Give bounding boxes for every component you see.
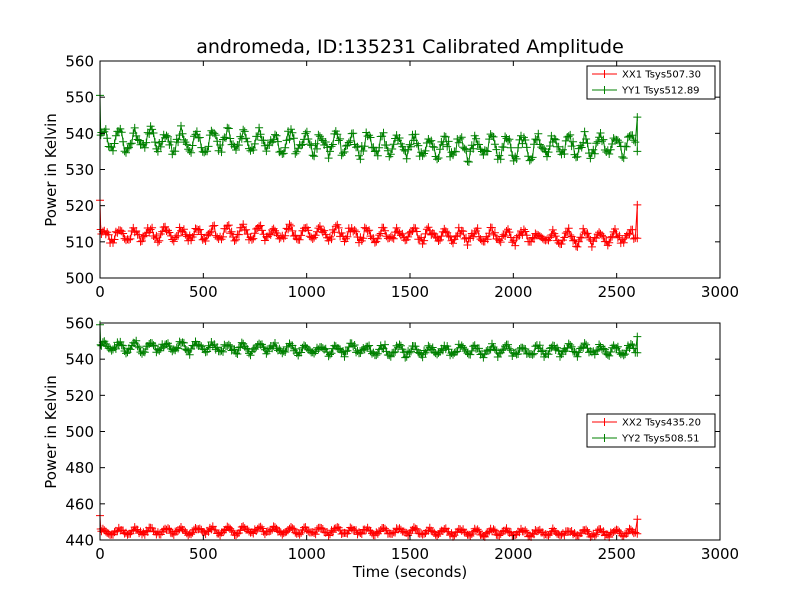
y-tick-label: 560: [65, 53, 94, 71]
x-tick-label: 0: [95, 283, 105, 301]
x-tick-label: 2000: [494, 545, 532, 563]
chart-title: andromeda, ID:135231 Calibrated Amplitud…: [196, 36, 624, 58]
top-y-axis-label: Power in Kelvin: [42, 113, 60, 227]
series-markers: [96, 320, 642, 362]
x-tick-label: 2000: [494, 283, 532, 301]
series-yy2: [96, 320, 642, 362]
series-xx1: [96, 196, 642, 251]
top-legend-box: [586, 65, 716, 100]
top-legend: XX1 Tsys507.30 YY1 Tsys512.89: [586, 65, 716, 100]
x-tick-label: 3000: [701, 283, 739, 301]
legend-item-yy1: YY1 Tsys512.89: [592, 86, 700, 97]
y-tick-label: 550: [65, 89, 94, 107]
x-tick-label: 1500: [391, 545, 429, 563]
series-xx2: [96, 511, 642, 542]
y-tick-label: 520: [65, 197, 94, 215]
x-tick-label: 1000: [288, 545, 326, 563]
legend-item-xx1: XX1 Tsys507.30: [592, 70, 701, 81]
legend-item-yy2: YY2 Tsys508.51: [592, 434, 700, 445]
top-plot: andromeda, ID:135231 Calibrated Amplitud…: [42, 36, 739, 301]
legend-label-xx1: XX1 Tsys507.30: [622, 70, 701, 81]
y-tick-label: 530: [65, 161, 94, 179]
bottom-legend: XX2 Tsys435.20 YY2 Tsys508.51: [586, 413, 716, 448]
y-tick-label: 510: [65, 233, 94, 251]
y-tick-label: 500: [65, 270, 94, 288]
y-tick-label: 540: [65, 125, 94, 143]
series-markers: [96, 91, 642, 166]
series-yy1: [96, 91, 642, 166]
legend-marker-xx2: [600, 418, 609, 426]
top-ticks-layer: 0 500 1000 1500 2000 2500 30005005105205305405…: [65, 53, 739, 302]
legend-marker-yy2: [600, 434, 609, 442]
y-tick-label: 460: [65, 495, 94, 513]
x-tick-label: 2500: [598, 283, 636, 301]
legend-label-yy2: YY2 Tsys508.51: [621, 434, 700, 445]
bottom-y-axis-label: Power in Kelvin: [42, 375, 60, 489]
x-tick-label: 2500: [598, 545, 636, 563]
bottom-legend-box: [586, 413, 716, 448]
y-tick-label: 480: [65, 459, 94, 477]
legend-label-yy1: YY1 Tsys512.89: [621, 86, 700, 97]
bottom-plot: 0 500 1000 1500 2000 2500 3000 440 460 480 500 520 5…: [42, 315, 739, 582]
x-tick-label: 1500: [391, 283, 429, 301]
legend-marker-xx1: [600, 70, 609, 78]
x-tick-label: 3000: [701, 545, 739, 563]
y-tick-label: 440: [65, 532, 94, 550]
x-tick-label: 0: [95, 545, 105, 563]
legend-marker-yy1: [600, 86, 609, 94]
x-tick-label: 500: [189, 545, 218, 563]
y-tick-label: 560: [65, 315, 94, 333]
series-markers: [96, 511, 642, 542]
y-tick-label: 540: [65, 351, 94, 369]
legend-item-xx2: XX2 Tsys435.20: [592, 418, 701, 429]
bottom-ticks-layer: 0 500 1000 1500 2000 2500 3000 440 460 480 500 520 5…: [65, 315, 739, 564]
x-tick-label: 1000: [288, 283, 326, 301]
legend-label-xx2: XX2 Tsys435.20: [622, 418, 701, 429]
top-series-layer: [96, 91, 642, 251]
bottom-series-layer: [96, 320, 642, 542]
y-tick-label: 520: [65, 387, 94, 405]
y-tick-label: 500: [65, 423, 94, 441]
x-axis-label: Time (seconds): [352, 563, 468, 581]
x-tick-label: 500: [189, 283, 218, 301]
series-markers: [96, 196, 642, 251]
